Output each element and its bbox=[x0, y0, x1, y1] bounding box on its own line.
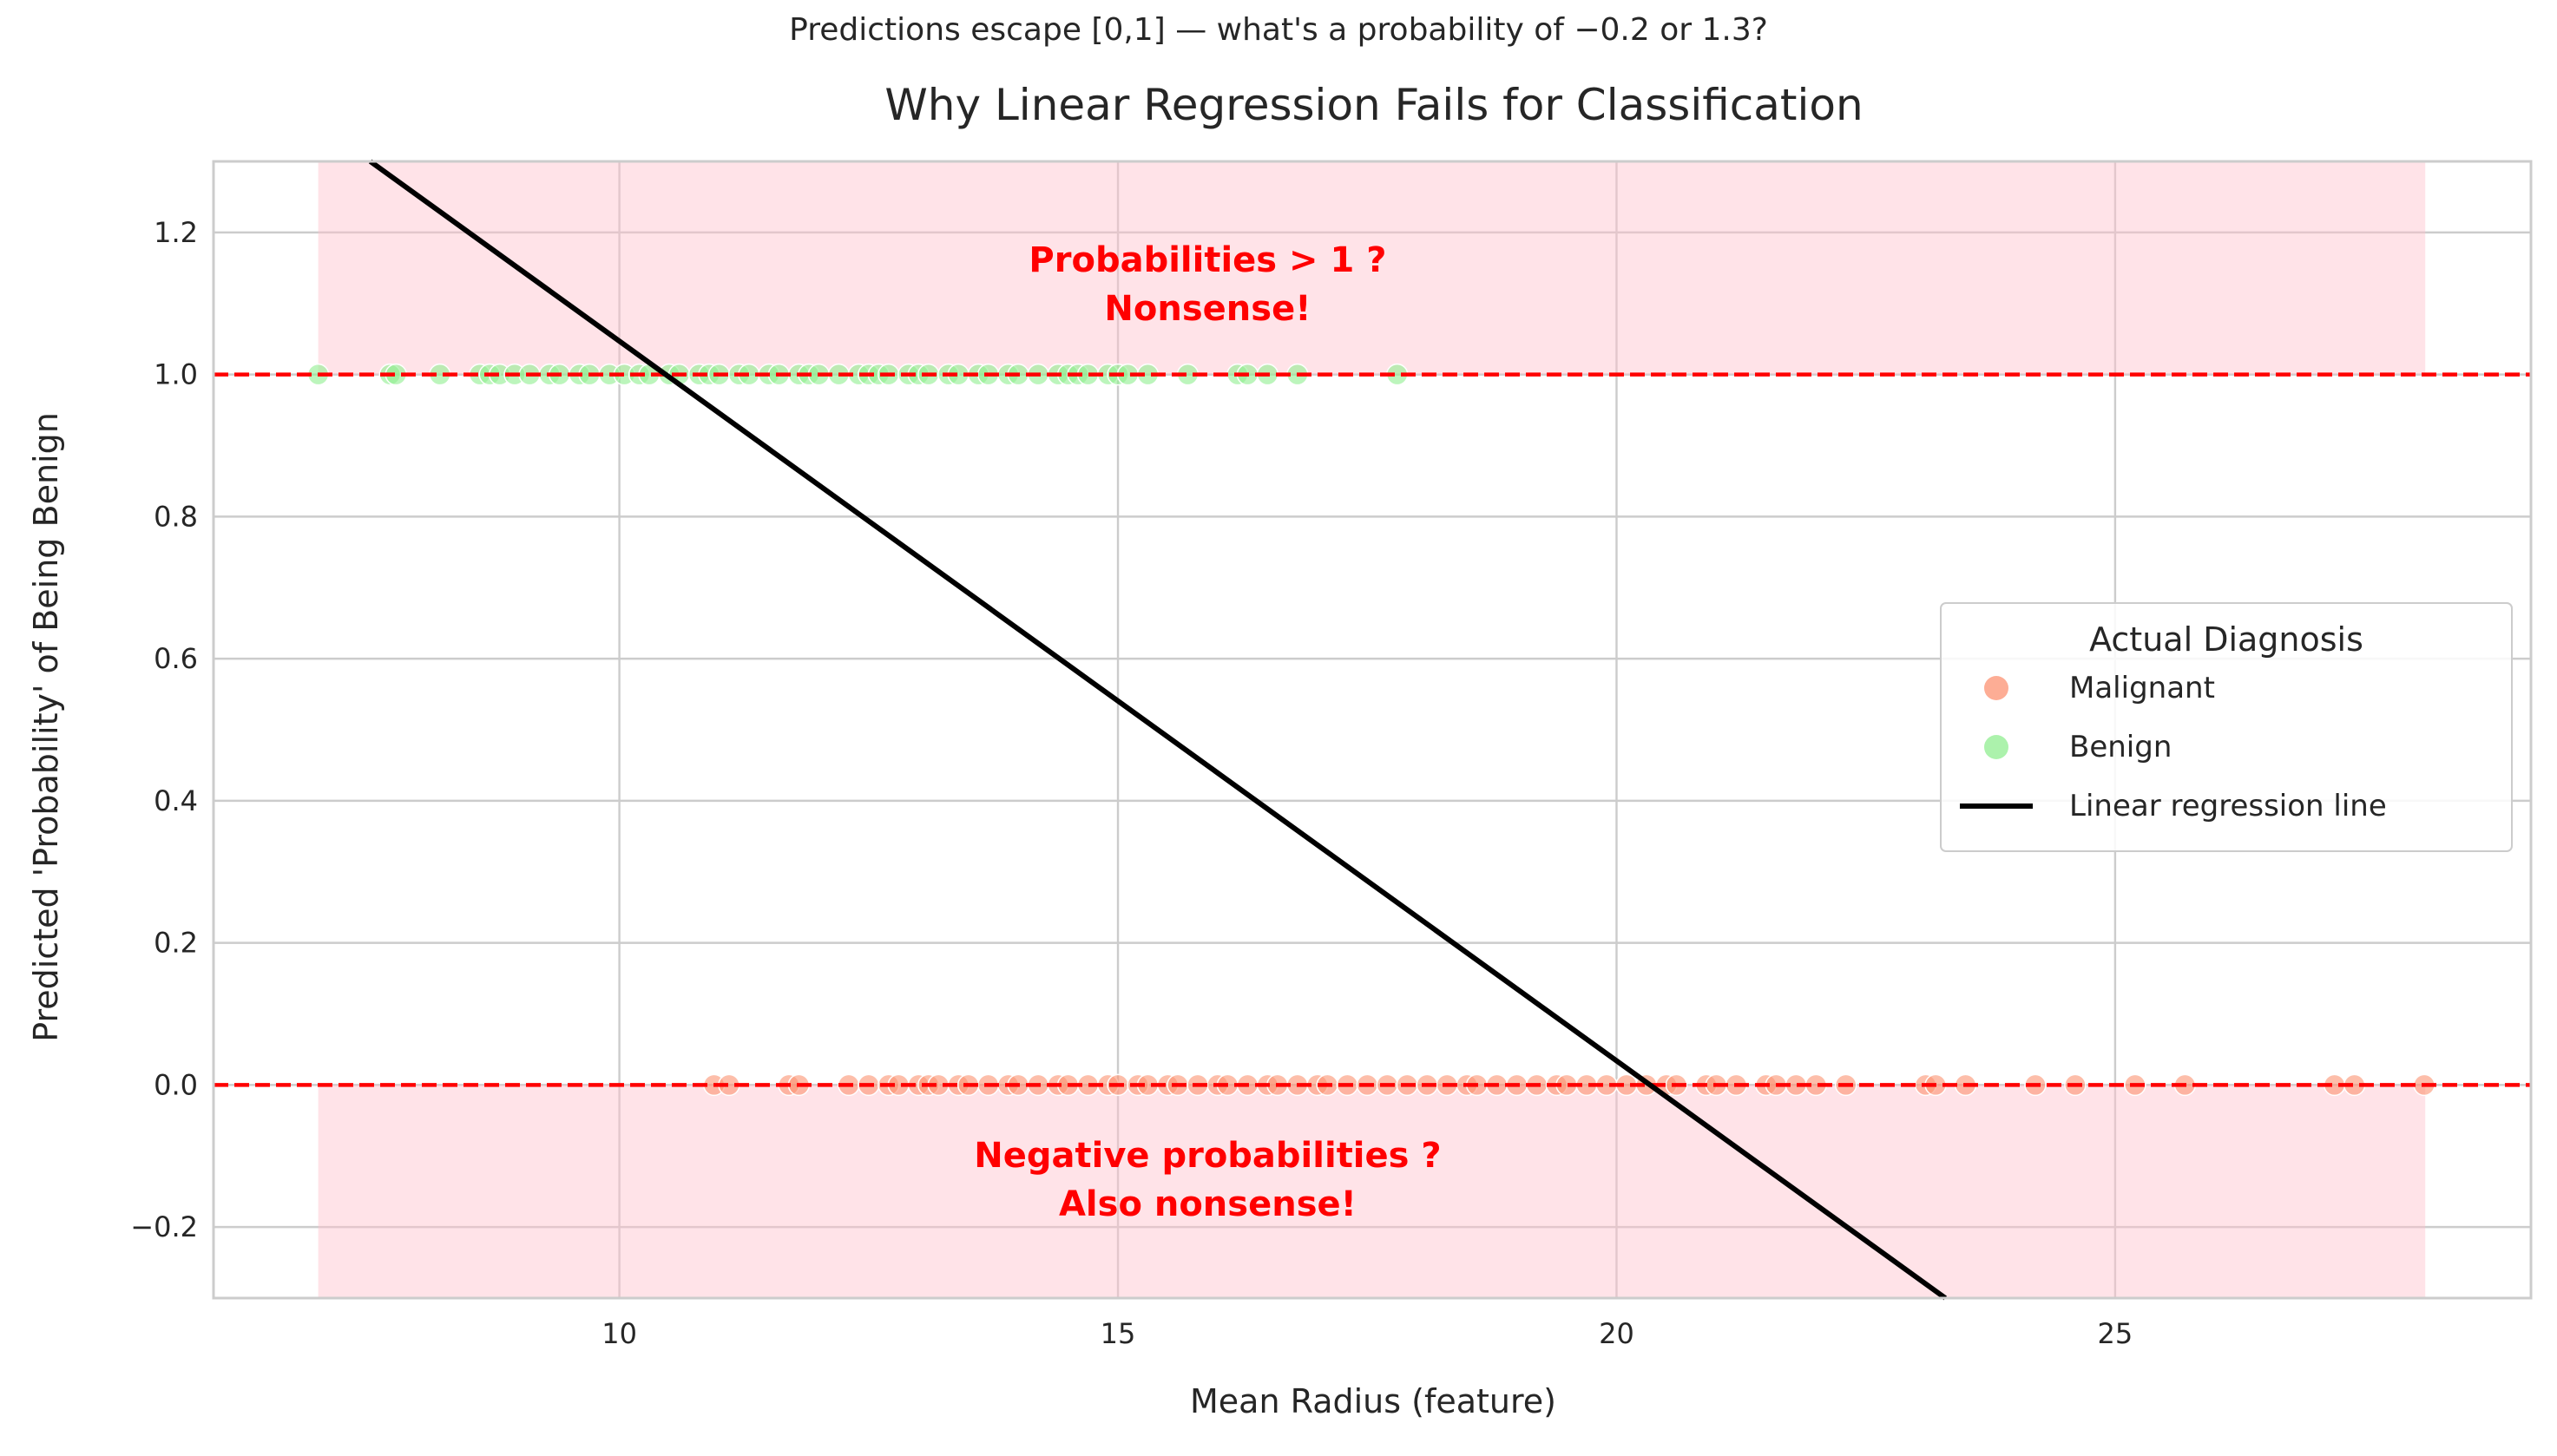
axes-frame bbox=[212, 160, 2533, 1300]
x-tick-label: 15 bbox=[1101, 1317, 1136, 1350]
annotation-text: Probabilities > 1 ? bbox=[1029, 240, 1386, 280]
y-tick-label: −0.2 bbox=[130, 1210, 198, 1243]
regression-line bbox=[368, 159, 1948, 1301]
y-tick-label: 0.8 bbox=[154, 500, 198, 533]
legend-marker-benign bbox=[1984, 735, 2008, 759]
chart-title: Why Linear Regression Fails for Classifi… bbox=[884, 80, 1863, 130]
legend: Actual Diagnosis Malignant Benign Linear re… bbox=[1940, 602, 2513, 852]
x-tick-label: 10 bbox=[601, 1317, 637, 1350]
legend-label: Linear regression line bbox=[2069, 789, 2387, 823]
y-axis-label: Predicted 'Probability' of Being Benign bbox=[27, 412, 65, 1042]
x-tick-label: 20 bbox=[1599, 1317, 1634, 1350]
legend-label: Benign bbox=[2069, 730, 2172, 764]
x-axis-label: Mean Radius (feature) bbox=[1190, 1382, 1556, 1420]
y-tick-label: 1.2 bbox=[154, 216, 198, 249]
annotation-text: Negative probabilities ? bbox=[974, 1136, 1441, 1176]
shaded-region bbox=[318, 1085, 2426, 1298]
legend-marker-malignant bbox=[1984, 676, 2008, 700]
legend-label: Malignant bbox=[2069, 671, 2215, 705]
y-tick-label: 1.0 bbox=[154, 358, 198, 391]
shaded-region bbox=[318, 161, 2426, 375]
annotation-text: Nonsense! bbox=[1104, 289, 1311, 329]
x-tick-label: 25 bbox=[2098, 1317, 2133, 1350]
legend-title: Actual Diagnosis bbox=[2089, 620, 2363, 659]
y-tick-label: 0.4 bbox=[154, 784, 198, 817]
y-tick-label: 0.2 bbox=[154, 927, 198, 960]
y-tick-label: 0.6 bbox=[154, 642, 198, 675]
legend-box bbox=[1940, 602, 2513, 852]
annotation-text: Also nonsense! bbox=[1059, 1184, 1357, 1224]
chart-suptitle: Predictions escape [0,1] — what's a prob… bbox=[789, 12, 1768, 48]
y-tick-label: 0.0 bbox=[154, 1068, 198, 1101]
